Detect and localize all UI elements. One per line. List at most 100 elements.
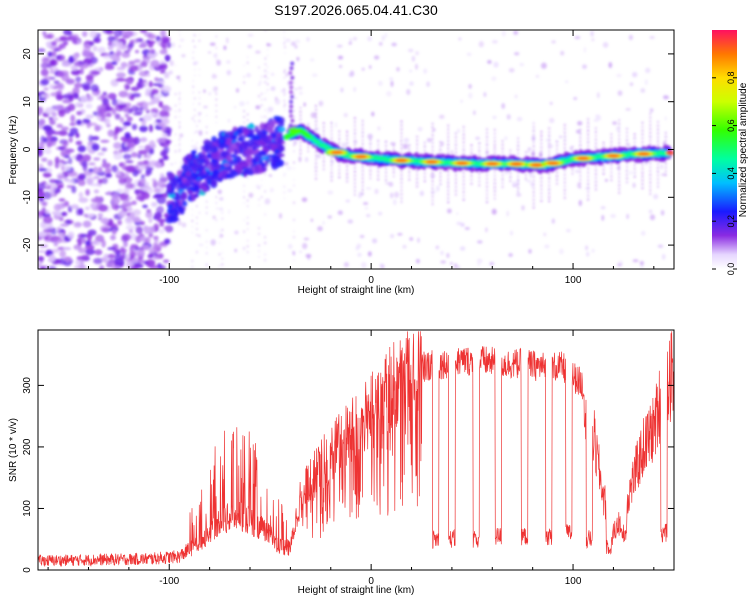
heatmap-cell: [193, 108, 196, 112]
heatmap-cell: [478, 146, 481, 149]
heatmap-cell: [54, 210, 62, 216]
heatmap-cell: [509, 179, 512, 183]
heatmap-cell: [286, 166, 292, 171]
heatmap-cell: [564, 196, 566, 199]
heatmap-cell: [198, 74, 201, 77]
heatmap-cell: [56, 83, 64, 89]
heatmap-cell: [266, 111, 269, 115]
heatmap-cell: [243, 110, 246, 113]
heatmap-cell: [641, 171, 644, 174]
snr-frame: [37, 329, 675, 571]
heatmap-cell: [76, 110, 83, 116]
heatmap-cell: [205, 200, 208, 203]
heatmap-cell: [579, 128, 582, 131]
heatmap-cell: [221, 211, 224, 215]
heatmap-cell: [423, 68, 428, 74]
heatmap-cell: [113, 142, 122, 150]
heatmap-cell: [346, 138, 348, 141]
heatmap-cell: [431, 180, 434, 183]
heatmap-cell: [431, 145, 434, 148]
heatmap-cell: [400, 197, 403, 200]
heatmap-cell: [354, 182, 356, 185]
colorbar-ticks: 0.00.20.40.60.8: [712, 72, 737, 275]
heatmap-cell: [626, 142, 628, 146]
heatmap-cell: [227, 209, 231, 215]
heatmap-cell: [125, 182, 135, 189]
heatmap-cell: [462, 133, 465, 136]
heatmap-cell: [626, 169, 628, 172]
heatmap-cell: [587, 144, 589, 148]
heatmap-cell: [415, 63, 418, 70]
heatmap-cell: [163, 225, 171, 231]
heatmap-cell: [391, 42, 397, 47]
heatmap-cell: [626, 131, 628, 134]
heatmap-cell: [179, 5, 181, 7]
heatmap-cell: [92, 45, 98, 52]
heatmap-cell: [162, 259, 170, 264]
heatmap-cell: [540, 184, 543, 187]
heatmap-cell: [55, 94, 64, 101]
heatmap-cell: [47, 51, 53, 58]
heatmap-cell: [142, 186, 152, 192]
heatmap-cell: [246, 239, 249, 242]
heatmap-cell: [171, 42, 176, 48]
heatmap-cell: [87, 122, 98, 126]
heatmap-cell: [246, 119, 249, 122]
heatmap-cell: [644, 67, 651, 74]
heatmap-cell: [81, 237, 87, 244]
heatmap-cell: [253, 153, 263, 160]
heatmap-cell: [462, 175, 465, 178]
heatmap-cell: [41, 157, 48, 162]
heatmap-cell: [104, 65, 115, 70]
heatmap-cell: [307, 150, 310, 153]
heatmap-cell: [243, 219, 246, 222]
heatmap-cell: [60, 211, 68, 217]
heatmap-cell: [283, 19, 285, 21]
heatmap-cell: [501, 181, 504, 185]
heatmap-cell: [529, 182, 533, 186]
heatmap-cell: [283, 36, 286, 39]
heatmap-cell: [107, 92, 116, 100]
heatmap-cell: [293, 167, 295, 170]
heatmap-cell: [501, 185, 504, 188]
heatmap-cell: [91, 135, 100, 141]
heatmap-cell: [192, 39, 195, 43]
heatmap-cell: [477, 263, 481, 266]
heatmap-cell: [548, 192, 550, 195]
heatmap-cell: [137, 249, 146, 257]
heatmap-cell: [315, 162, 317, 165]
heatmap-cell: [526, 150, 530, 154]
heatmap-cell: [193, 74, 196, 77]
heatmap-cell: [439, 141, 442, 144]
heatmap-cell: [462, 148, 465, 151]
heatmap-cell: [260, 92, 263, 96]
heatmap-cell: [459, 246, 466, 251]
heatmap-cell: [62, 246, 72, 251]
heatmap-cell: [193, 62, 196, 66]
heatmap-cell: [336, 44, 343, 48]
heatmap-cell: [38, 256, 45, 262]
heatmap-x-axis-label: Height of straight line (km): [298, 285, 415, 296]
heatmap-cell: [242, 169, 250, 175]
heatmap-cell: [529, 172, 533, 178]
colorbar-tick-label: 0.6: [726, 119, 736, 132]
heatmap-cell: [60, 149, 66, 157]
heatmap-cell: [264, 80, 267, 83]
heatmap-cell: [641, 121, 644, 124]
heatmap-cell: [168, 69, 174, 75]
heatmap-cell: [62, 161, 69, 165]
heatmap-cell: [187, 189, 193, 195]
heatmap-cell: [618, 142, 620, 145]
heatmap-cell: [571, 145, 574, 149]
heatmap-cell: [92, 166, 99, 175]
y-tick-label: 10: [22, 96, 33, 108]
heatmap-cell: [400, 177, 403, 180]
heatmap-cell: [284, 109, 286, 112]
heatmap-cell: [284, 91, 286, 95]
heatmap-cell: [145, 87, 153, 94]
heatmap-cell: [191, 265, 194, 268]
heatmap-cell: [528, 249, 532, 254]
heatmap-cell: [330, 175, 333, 178]
heatmap-cell: [618, 165, 620, 168]
heatmap-cell: [130, 243, 139, 249]
